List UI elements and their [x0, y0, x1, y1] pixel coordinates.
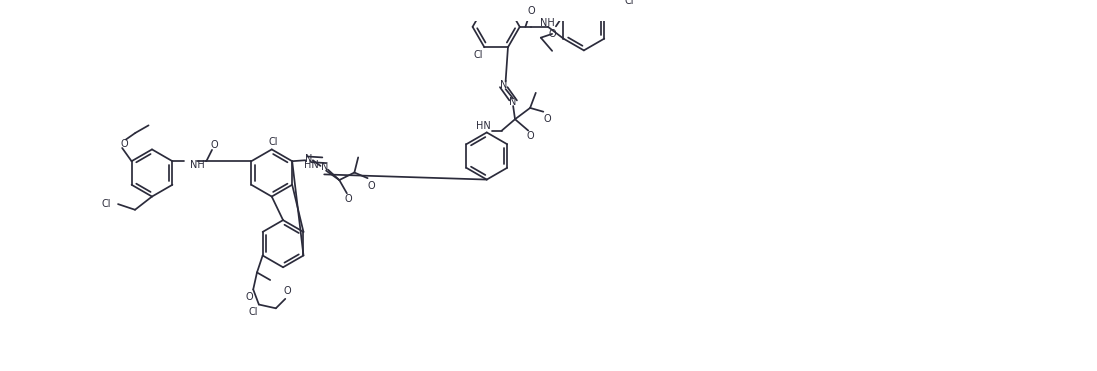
Text: N: N: [500, 80, 508, 90]
Text: HN: HN: [476, 121, 490, 131]
Text: N: N: [320, 162, 328, 172]
Text: Cl: Cl: [624, 0, 634, 6]
Text: O: O: [543, 114, 551, 124]
Text: N: N: [509, 97, 517, 107]
Text: Cl: Cl: [269, 137, 279, 147]
Text: NH: NH: [190, 160, 205, 170]
Text: O: O: [528, 6, 535, 16]
Text: Cl: Cl: [248, 307, 258, 317]
Text: O: O: [527, 131, 534, 141]
Text: Cl: Cl: [102, 199, 112, 209]
Text: N: N: [305, 154, 313, 164]
Text: Cl: Cl: [474, 50, 484, 60]
Text: O: O: [344, 194, 352, 204]
Text: O: O: [211, 140, 217, 150]
Text: HN: HN: [304, 160, 318, 170]
Text: O: O: [121, 139, 128, 149]
Text: O: O: [246, 292, 253, 302]
Text: NH: NH: [541, 18, 555, 28]
Text: O: O: [367, 181, 375, 191]
Text: O: O: [548, 29, 556, 39]
Text: O: O: [283, 286, 291, 296]
